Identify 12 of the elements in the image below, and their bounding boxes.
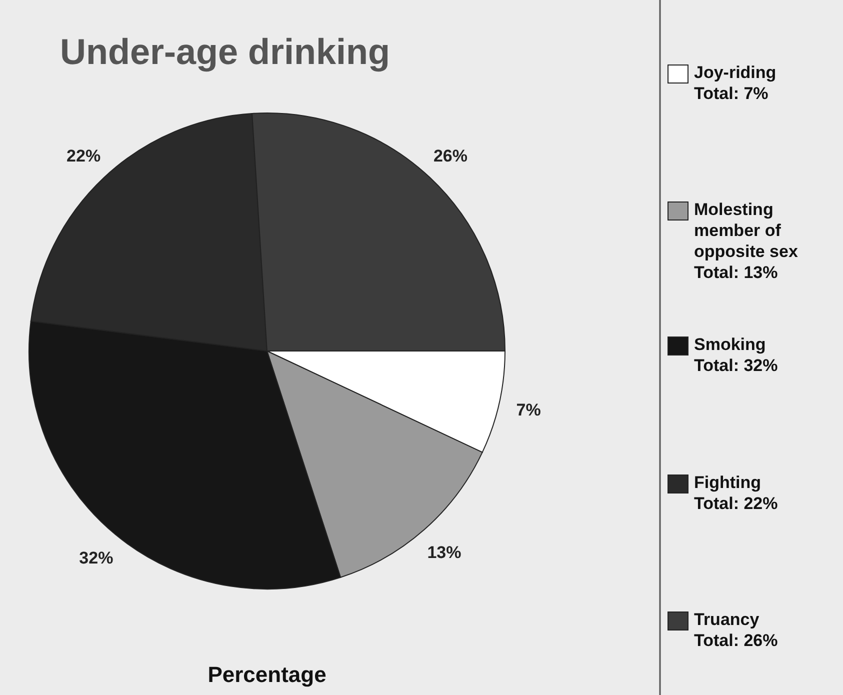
- text: Percentage: [208, 662, 326, 687]
- data-label: 22%: [66, 146, 101, 166]
- legend-label: Fighting Total: 22%: [694, 473, 778, 513]
- data-label: 32%: [79, 548, 114, 568]
- legend-label: Smoking Total: 32%: [694, 335, 778, 375]
- legend-label: Joy-riding Total: 7%: [694, 63, 776, 103]
- data-label: 7%: [516, 400, 541, 420]
- chart-title: Under-age drinking: [60, 31, 390, 72]
- data-label: 13%: [427, 542, 462, 562]
- legend-label: Truancy Total: 26%: [694, 610, 778, 650]
- legend-label: Molesting member of opposite sex Total: 13%: [694, 200, 798, 282]
- data-label: 26%: [433, 146, 468, 166]
